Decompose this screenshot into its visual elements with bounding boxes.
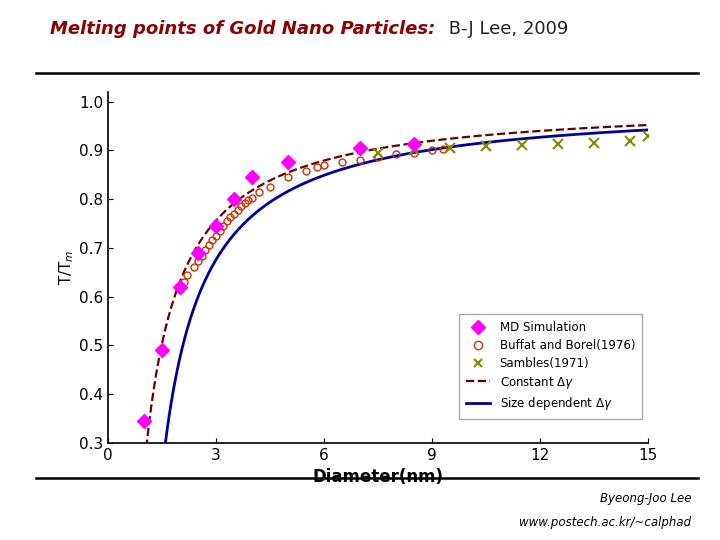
Y-axis label: T/T$_m$: T/T$_m$ bbox=[58, 249, 76, 285]
Text: Melting points of Gold Nano Particles:: Melting points of Gold Nano Particles: bbox=[50, 20, 436, 38]
Text: Byeong-Joo Lee: Byeong-Joo Lee bbox=[600, 492, 691, 505]
Text: www.postech.ac.kr/~calphad: www.postech.ac.kr/~calphad bbox=[519, 516, 691, 529]
Text: B-J Lee, 2009: B-J Lee, 2009 bbox=[443, 20, 568, 38]
X-axis label: Diameter(nm): Diameter(nm) bbox=[312, 468, 444, 486]
Legend: MD Simulation, Buffat and Borel(1976), Sambles(1971), Constant $\Delta\gamma$, S: MD Simulation, Buffat and Borel(1976), S… bbox=[459, 314, 642, 420]
